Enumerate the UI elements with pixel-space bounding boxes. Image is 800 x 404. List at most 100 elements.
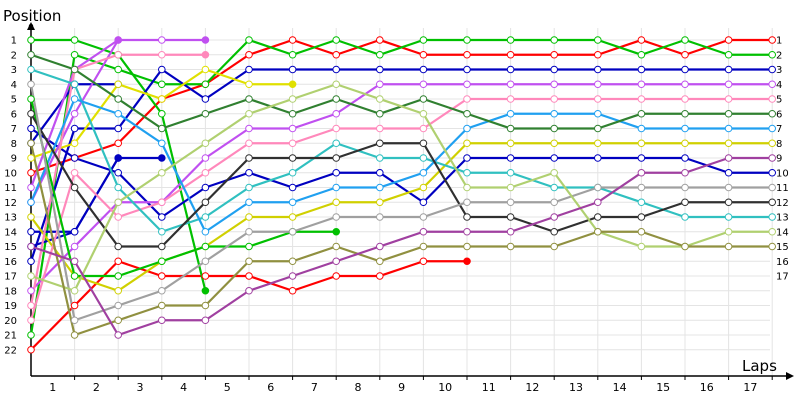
y-tick-label: 1: [11, 36, 17, 47]
series-point: [70, 183, 79, 192]
series-point: [594, 124, 602, 133]
series-point: [419, 198, 428, 207]
series-point: [463, 213, 471, 221]
series-point: [376, 168, 384, 177]
series-point: [637, 154, 646, 162]
series-point: [681, 36, 689, 44]
series-point: [376, 80, 384, 89]
series-point: [158, 65, 166, 74]
series-point: [506, 95, 515, 103]
series-point: [419, 124, 428, 133]
series-point: [637, 95, 646, 103]
series-point: [201, 154, 210, 162]
series-point: [637, 198, 646, 207]
series-point: [332, 124, 341, 133]
series-point: [245, 183, 253, 192]
y-axis-origin-dot: [28, 23, 34, 29]
series-point: [550, 213, 559, 221]
series-point: [245, 50, 253, 59]
series-point: [506, 242, 515, 251]
series-point: [506, 168, 515, 177]
series-point: [27, 331, 35, 339]
y-tick-label: 13: [4, 213, 17, 224]
y-tick-label: 20: [4, 316, 17, 327]
series-point: [594, 109, 602, 118]
series-point: [288, 95, 297, 103]
series-point: [158, 301, 166, 310]
series-point: [114, 183, 122, 192]
series-point: [724, 109, 733, 118]
series-point: [201, 316, 210, 325]
series-point: [724, 242, 733, 251]
series-point: [768, 227, 777, 236]
series-point: [419, 213, 428, 221]
x-tick-label: 8: [355, 381, 362, 394]
series-point: [158, 242, 166, 251]
series-points: [27, 36, 777, 354]
series-point: [201, 168, 210, 177]
series-point: [681, 198, 689, 207]
series-line: [30, 83, 773, 292]
series-point: [376, 213, 384, 221]
series-point: [463, 168, 471, 177]
series-point: [550, 36, 559, 44]
series-point: [637, 168, 646, 177]
series-point: [70, 168, 79, 177]
series-point: [70, 124, 79, 133]
series-point: [201, 80, 210, 89]
series-point: [158, 109, 166, 118]
series-line: [30, 83, 773, 292]
series-point: [768, 65, 777, 74]
x-tick-label: 3: [137, 381, 144, 394]
series-point: [419, 36, 428, 44]
series-point: [332, 257, 341, 266]
series-point: [376, 109, 384, 118]
series-point: [201, 95, 210, 103]
x-tick-label: 9: [398, 381, 405, 394]
y-tick-label: 19: [4, 301, 17, 312]
series-point: [27, 242, 35, 251]
series-point: [768, 124, 777, 133]
series-point: [550, 50, 559, 59]
series-point: [201, 301, 210, 310]
series-point: [724, 36, 733, 44]
x-tick-label: 13: [569, 381, 583, 394]
series-point: [463, 139, 471, 148]
series-point: [550, 154, 559, 162]
y-tick-label: 3: [11, 65, 17, 76]
x-tick-label: 5: [224, 381, 231, 394]
series-point: [201, 36, 210, 44]
series-point: [506, 183, 515, 192]
series-point: [463, 257, 471, 266]
series-point: [550, 95, 559, 103]
final-position-label: 4: [776, 80, 782, 91]
series-point: [724, 154, 733, 162]
series-point: [681, 168, 689, 177]
final-position-label: 13: [776, 213, 789, 224]
series-line: [29, 97, 773, 233]
series-point: [158, 286, 166, 295]
series-point: [114, 109, 122, 118]
series-point: [419, 109, 428, 118]
series-point: [550, 80, 559, 89]
series-point: [201, 139, 210, 148]
series-point: [201, 65, 210, 74]
series-lines: [29, 38, 773, 351]
series-point: [114, 331, 122, 339]
series-point: [27, 36, 35, 44]
series-point: [27, 286, 35, 295]
series-point: [70, 301, 79, 310]
series-point: [332, 154, 341, 162]
series-point: [768, 139, 777, 148]
series-point: [114, 139, 122, 148]
series-point: [332, 183, 341, 192]
series-point: [27, 50, 35, 59]
series-point: [376, 124, 384, 133]
y-axis-title: Position: [3, 7, 61, 25]
series-point: [506, 109, 515, 118]
series-point: [332, 80, 341, 89]
series-point: [724, 168, 733, 177]
series-point: [245, 213, 253, 221]
series-point: [332, 168, 341, 177]
